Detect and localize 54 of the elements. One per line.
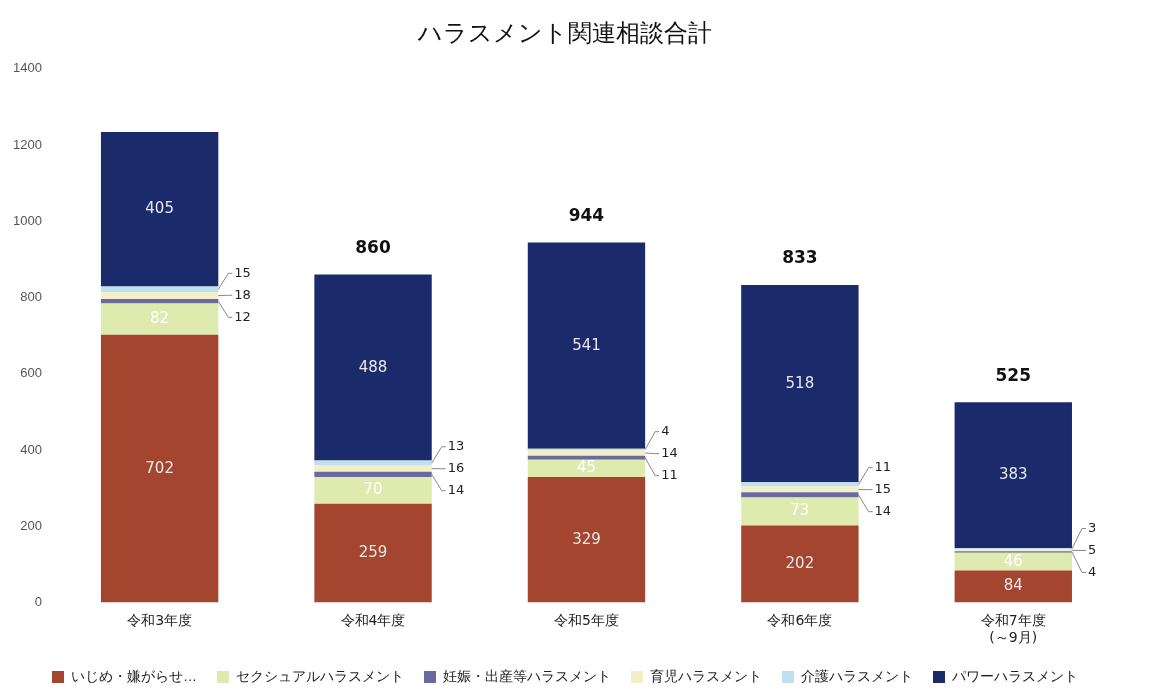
legend-label: セクシュアルハラスメント [236, 667, 404, 684]
data-label: 45 [576, 458, 597, 477]
data-label: 3 [1087, 519, 1097, 535]
data-label: 383 [998, 465, 1028, 484]
data-label: 13 [447, 438, 465, 454]
total-label: 525 [995, 364, 1032, 385]
data-label: 259 [358, 542, 388, 561]
x-tick-label: 令和3年度 [127, 612, 193, 629]
data-label: 11 [661, 467, 678, 483]
y-tick-label: 1400 [13, 60, 42, 76]
data-label: 202 [785, 553, 815, 572]
data-label: 488 [358, 357, 388, 376]
data-label: 4 [661, 423, 670, 439]
data-label: 541 [572, 335, 601, 354]
y-tick-label: 800 [20, 289, 42, 305]
x-tick-label: 令和7年度 (～9月) [980, 612, 1046, 646]
data-label: 70 [363, 480, 383, 499]
data-label: 14 [874, 503, 892, 519]
data-label: 18 [234, 286, 251, 302]
data-label: 518 [785, 373, 815, 392]
data-label: 84 [1003, 576, 1023, 595]
data-label: 15 [234, 264, 251, 280]
total-label: 944 [568, 205, 605, 226]
data-label: 82 [150, 309, 170, 328]
data-label: 14 [447, 482, 465, 498]
data-label: 702 [145, 458, 174, 477]
legend-label: パワーハラスメント [951, 667, 1078, 684]
data-label: 73 [790, 501, 810, 520]
y-tick-label: 600 [20, 365, 42, 381]
x-tick-label: 令和4年度 [340, 612, 406, 629]
data-label: 15 [874, 481, 892, 497]
y-tick-label: 400 [20, 441, 42, 457]
x-tick-label: 令和5年度 [554, 612, 619, 629]
data-label: 12 [234, 308, 251, 324]
legend-label: 介護ハラスメント [801, 667, 913, 684]
legend-label: 妊娠・出産等ハラスメント [443, 667, 611, 684]
chart-title: ハラスメント関連相談合計 [417, 19, 712, 47]
data-label: 14 [661, 445, 678, 461]
y-tick-label: 1000 [13, 212, 42, 228]
data-label: 5 [1087, 541, 1097, 557]
total-label: 833 [782, 247, 818, 268]
data-label: 46 [1003, 551, 1023, 570]
total-label: 860 [355, 237, 391, 258]
data-label: 16 [447, 460, 465, 476]
x-tick-label: 令和6年度 [767, 612, 833, 629]
data-label: 405 [145, 199, 174, 218]
data-label: 4 [1087, 563, 1097, 579]
y-tick-label: 200 [20, 517, 42, 533]
legend-label: いじめ・嫌がらせ… [71, 667, 197, 684]
legend-label: 育児ハラスメント [650, 667, 762, 684]
data-label: 11 [874, 459, 892, 475]
y-tick-label: 0 [34, 593, 42, 609]
data-label: 329 [572, 529, 601, 548]
y-tick-label: 1200 [13, 136, 42, 152]
